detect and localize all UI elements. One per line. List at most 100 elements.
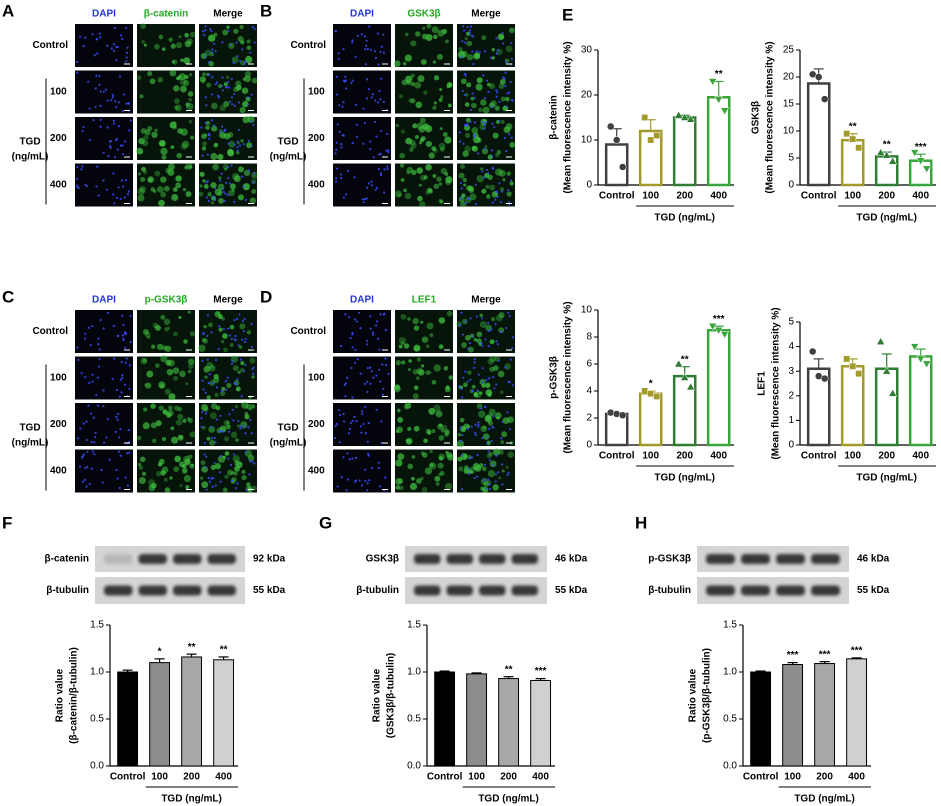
nucleus: [110, 47, 113, 50]
micrograph: [395, 449, 454, 493]
green-signal: [183, 57, 191, 65]
green-signal: [219, 132, 226, 139]
green-signal: [501, 431, 508, 438]
nucleus: [474, 423, 477, 426]
nucleus: [496, 195, 499, 198]
nucleus: [366, 48, 369, 51]
nucleus: [473, 361, 476, 364]
green-signal: [143, 43, 147, 47]
nucleus: [336, 123, 339, 126]
micrograph: [75, 24, 133, 67]
row-label: 400: [308, 466, 325, 477]
nucleus: [244, 337, 247, 341]
green-signal: [224, 451, 230, 456]
nucleus: [507, 133, 511, 136]
nucleus: [112, 43, 116, 46]
green-signal: [235, 386, 241, 392]
x-tick-label: 200: [878, 451, 895, 462]
significance: **: [505, 664, 513, 675]
blot-band: [706, 554, 735, 564]
nucleus: [87, 326, 90, 329]
nucleus: [117, 101, 121, 104]
green-signal: [466, 54, 474, 61]
green-signal: [246, 330, 252, 335]
nucleus: [351, 142, 354, 145]
nucleus: [86, 465, 89, 469]
column-header: Merge: [471, 9, 501, 20]
nucleus: [509, 80, 512, 84]
nucleus: [338, 130, 341, 133]
green-signal: [473, 338, 478, 342]
green-signal: [144, 129, 151, 136]
nucleus: [237, 344, 240, 347]
nucleus: [510, 42, 513, 45]
green-signal: [222, 455, 226, 459]
green-signal: [485, 382, 491, 388]
nucleus: [508, 314, 511, 318]
nucleus: [115, 59, 118, 62]
nucleus: [243, 62, 246, 66]
micrograph: [75, 403, 133, 446]
image-background: [75, 163, 133, 207]
nucleus: [126, 46, 129, 49]
green-signal: [137, 172, 142, 176]
nucleus: [364, 432, 368, 435]
nucleus: [129, 315, 132, 318]
nucleus: [468, 31, 471, 35]
nucleus: [348, 458, 351, 461]
y-tick-label: 10: [783, 126, 795, 137]
green-signal: [204, 375, 208, 379]
nucleus: [88, 138, 92, 141]
green-signal: [222, 29, 229, 36]
blot-band: [811, 585, 840, 596]
column-header: Merge: [213, 295, 243, 306]
nucleus: [242, 369, 246, 372]
nucleus: [383, 312, 386, 315]
green-signal: [433, 183, 440, 190]
nucleus: [354, 348, 357, 351]
x-tick-label: 400: [532, 772, 549, 783]
green-signal: [484, 415, 492, 423]
nucleus: [369, 140, 372, 143]
green-signal: [223, 82, 228, 87]
green-signal: [211, 125, 218, 132]
nucleus: [225, 388, 228, 391]
green-signal: [398, 337, 407, 345]
nucleus: [484, 405, 487, 409]
nucleus: [230, 362, 234, 365]
nucleus: [88, 107, 91, 110]
nucleus: [205, 104, 208, 107]
nucleus: [457, 385, 461, 388]
micrograph: [333, 449, 391, 493]
data-point: [849, 135, 857, 143]
nucleus: [379, 152, 382, 155]
nucleus: [374, 188, 377, 192]
green-signal: [232, 455, 240, 463]
data-point: [708, 322, 718, 331]
green-signal: [500, 390, 504, 394]
nucleus: [489, 56, 493, 59]
green-signal: [249, 197, 257, 204]
x-tick-label: 400: [912, 451, 929, 462]
nucleus: [481, 436, 484, 440]
green-signal: [403, 343, 410, 349]
green-signal: [489, 184, 496, 191]
micrograph: [457, 163, 515, 208]
green-signal: [429, 333, 434, 338]
green-signal: [158, 199, 165, 207]
nucleus: [344, 193, 348, 196]
green-signal: [406, 171, 410, 175]
nucleus: [246, 103, 249, 106]
row-label: Control: [32, 40, 68, 51]
nucleus: [386, 132, 389, 136]
nucleus: [466, 25, 469, 29]
x-tick-label: 100: [468, 772, 485, 783]
nucleus: [247, 426, 250, 429]
nucleus: [230, 164, 233, 167]
nucleus: [238, 313, 241, 316]
green-signal: [488, 451, 493, 457]
green-signal: [178, 434, 183, 440]
green-signal: [473, 391, 478, 397]
green-signal: [407, 317, 411, 321]
green-signal: [175, 175, 182, 182]
